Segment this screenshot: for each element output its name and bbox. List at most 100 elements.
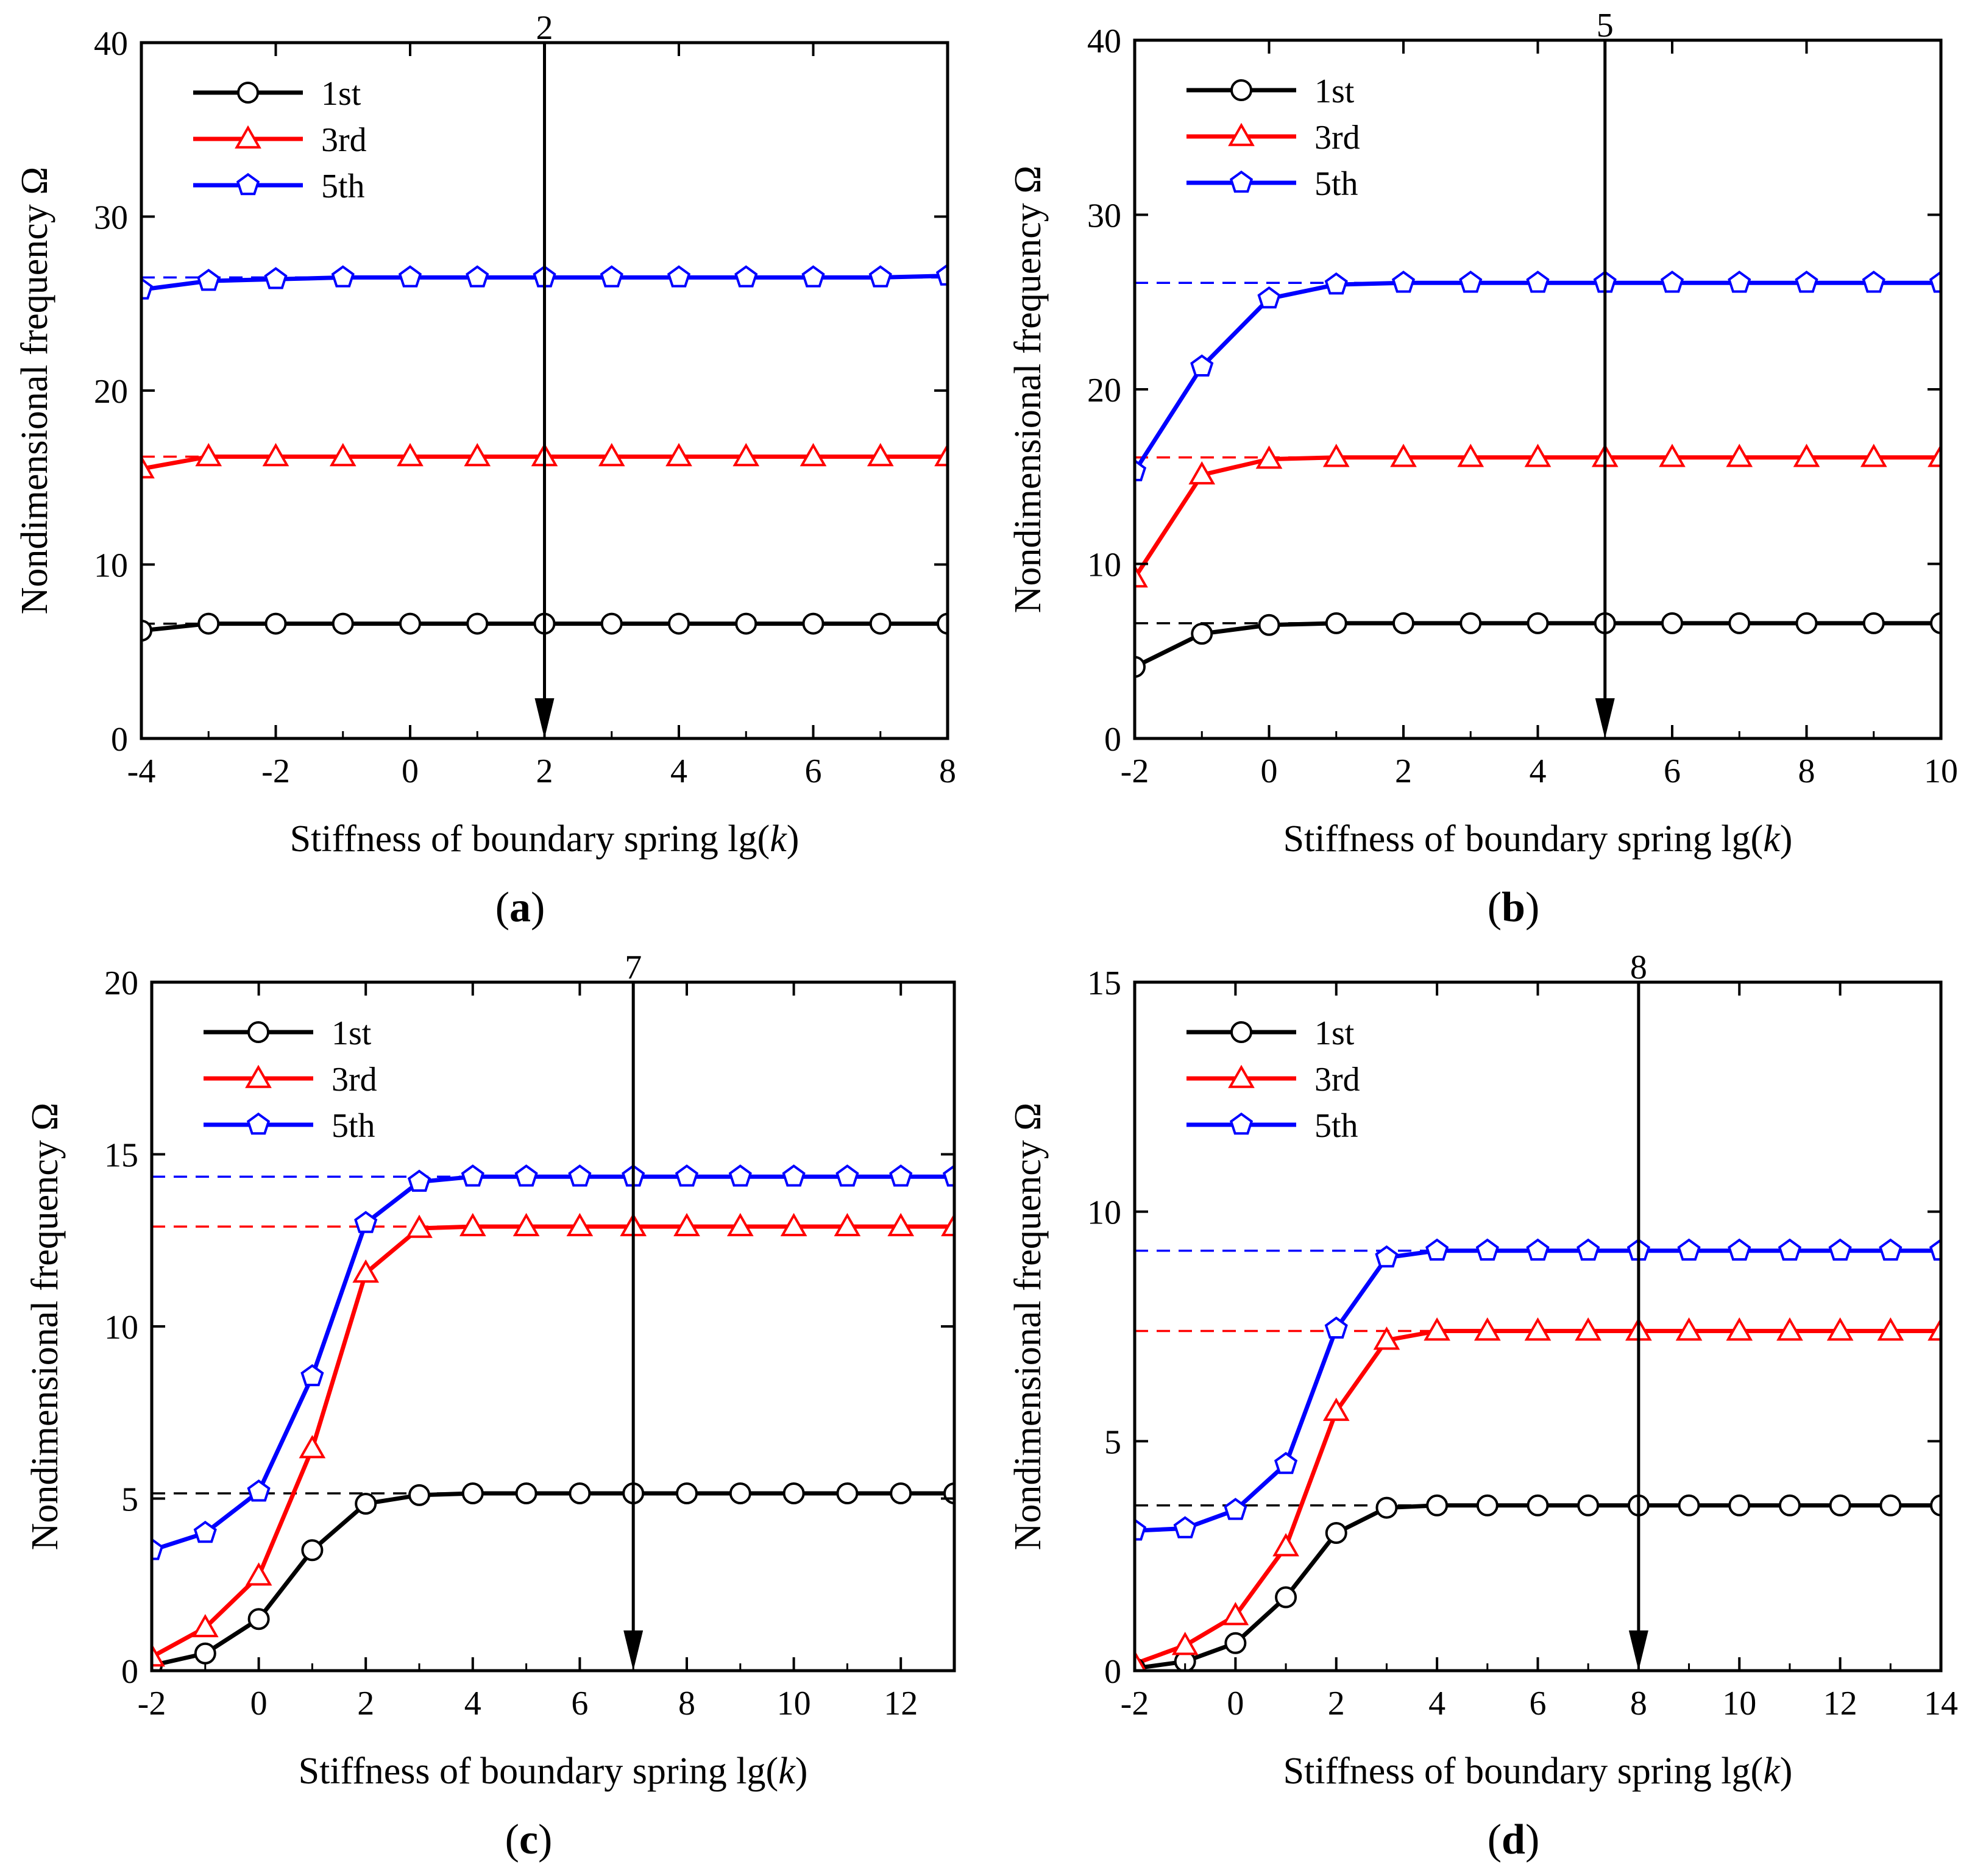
data-point-3rd: [406, 1214, 433, 1238]
legend-marker-3rd: [235, 125, 261, 149]
panel-letter: d: [1502, 1816, 1525, 1863]
panel-letter: a: [509, 884, 531, 931]
x-tick-label: 4: [464, 1685, 481, 1722]
panel-a: 2 -4 -2 0 2 4 6 8 0 10 20 30 40 Stiffness of boundary…: [14, 9, 956, 931]
data-point-5th: [193, 1520, 217, 1543]
legend: 1st 3rd 5th: [204, 1014, 377, 1145]
series-line-3rd: [1135, 455, 1941, 579]
x-tick-label: 8: [939, 752, 956, 790]
data-point-3rd: [1575, 1317, 1602, 1341]
arrow-label: 7: [625, 949, 642, 986]
data-point-3rd: [1726, 444, 1753, 467]
data-point-3rd: [1272, 1533, 1299, 1557]
series-line-5th: [1135, 1248, 1941, 1533]
x-axis-title-var: k: [1763, 1750, 1781, 1792]
data-point-1st: [1426, 1494, 1449, 1517]
data-point-5th: [935, 263, 948, 286]
data-point-3rd: [195, 443, 222, 467]
data-point-5th: [1324, 272, 1348, 295]
data-point-1st: [802, 612, 825, 635]
data-point-1st: [890, 1482, 912, 1505]
y-tick-label: 40: [1087, 23, 1121, 60]
x-tick-label: 2: [1395, 752, 1412, 790]
x-tick-label: 6: [571, 1685, 588, 1722]
data-point-5th: [728, 1164, 752, 1187]
data-point-3rd: [141, 455, 155, 479]
data-point-5th: [300, 1364, 324, 1387]
data-point-3rd: [329, 443, 356, 467]
data-point-3rd: [1826, 1317, 1854, 1341]
data-point-1st: [1375, 1496, 1398, 1519]
data-point-5th: [1425, 1238, 1449, 1261]
x-axis-title-main: Stiffness of boundary spring lg(: [290, 818, 770, 860]
data-point-1st: [1258, 614, 1280, 636]
x-tick-label: 10: [1924, 752, 1958, 790]
data-point-3rd: [1171, 1632, 1199, 1655]
x-tick-label: 10: [1722, 1685, 1756, 1722]
data-point-3rd: [1390, 444, 1417, 467]
y-tick-label: 5: [1104, 1423, 1121, 1461]
data-point-3rd: [934, 443, 948, 467]
data-point-5th: [1728, 271, 1751, 293]
data-point-1st: [1678, 1494, 1700, 1517]
data-point-3rd: [1776, 1317, 1803, 1341]
y-tick-label: 10: [1087, 1194, 1121, 1232]
data-point-3rd: [867, 443, 894, 467]
data-point-5th: [1173, 1516, 1197, 1538]
data-point-3rd: [1659, 444, 1686, 467]
y-tick-label: 30: [94, 199, 128, 237]
data-point-5th: [1929, 271, 1941, 293]
data-point-3rd: [665, 443, 692, 467]
data-point-1st: [1661, 612, 1683, 634]
x-tick-label: 0: [1261, 752, 1278, 790]
data-point-1st: [515, 1482, 537, 1505]
data-point-3rd: [566, 1212, 594, 1236]
data-point-3rd: [1322, 444, 1350, 467]
data-point-5th: [1828, 1238, 1852, 1261]
x-tick-label: 12: [1823, 1685, 1857, 1722]
x-tick-label: 6: [1664, 752, 1681, 790]
data-point-5th: [1677, 1238, 1701, 1261]
data-point-1st: [1392, 612, 1414, 634]
legend-label-3rd: 3rd: [1314, 1061, 1360, 1099]
x-tick-label: 8: [678, 1685, 695, 1722]
data-point-3rd: [513, 1212, 540, 1236]
data-point-3rd: [1524, 444, 1552, 467]
y-tick-label: 5: [121, 1481, 138, 1519]
data-point-1st: [141, 619, 152, 642]
data-point-1st: [1778, 1494, 1801, 1517]
data-point-5th: [1577, 1238, 1600, 1261]
data-point-3rd: [941, 1212, 954, 1236]
x-tick-label: -2: [1121, 752, 1149, 790]
data-point-5th: [247, 1479, 271, 1502]
legend-marker-5th: [236, 172, 260, 196]
data-point-1st: [1191, 623, 1213, 645]
data-point-3rd: [1793, 444, 1820, 467]
data-point-5th: [461, 1164, 484, 1187]
y-tick-label: 20: [104, 965, 138, 1002]
data-point-1st: [399, 612, 421, 635]
data-point-3rd: [1474, 1317, 1501, 1341]
x-tick-label: 2: [536, 752, 553, 790]
data-point-1st: [408, 1484, 430, 1506]
legend-marker-1st: [1230, 79, 1252, 101]
data-point-5th: [835, 1164, 859, 1187]
data-point-1st: [869, 612, 892, 635]
series-group: [152, 1164, 954, 1671]
data-point-3rd: [464, 443, 491, 467]
data-point-5th: [354, 1211, 378, 1233]
data-point-1st: [1577, 1494, 1600, 1517]
data-point-3rd: [459, 1212, 486, 1236]
x-axis-title-main: Stiffness of boundary spring lg(: [1283, 1750, 1764, 1792]
data-point-1st: [1930, 612, 1941, 634]
data-point-1st: [735, 612, 757, 635]
x-axis-title-close: ): [787, 818, 800, 860]
legend-label-5th: 5th: [332, 1107, 375, 1145]
data-point-1st: [1862, 612, 1885, 634]
x-axis-title-main: Stiffness of boundary spring lg(: [1283, 818, 1764, 860]
series-line-5th: [152, 1174, 954, 1552]
legend-label-5th: 5th: [321, 168, 365, 205]
y-tick-label: 20: [1087, 372, 1121, 409]
